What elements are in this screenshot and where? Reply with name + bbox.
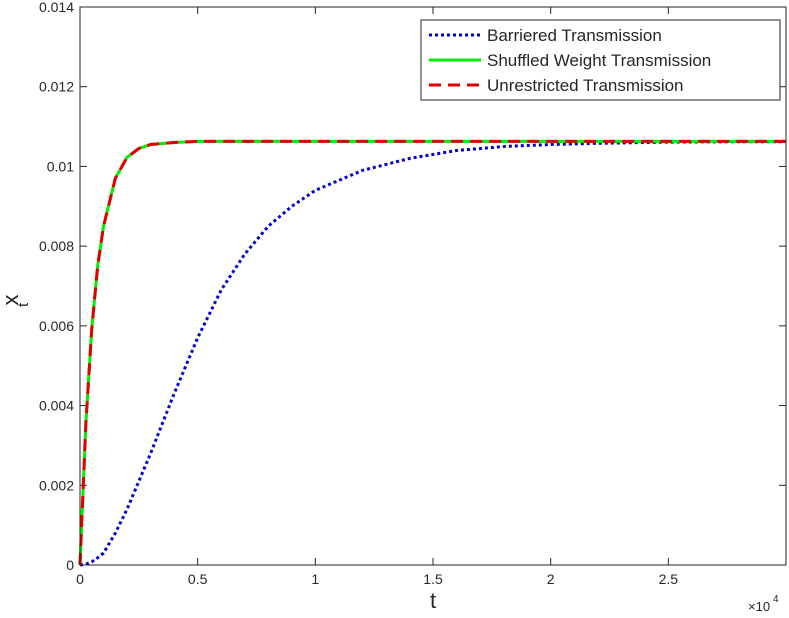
x-tick-label: 1.5: [423, 571, 443, 587]
y-tick-label: 0.01: [47, 158, 74, 174]
legend-label: Barriered Transmission: [487, 26, 662, 45]
y-axis-label-main: x: [0, 295, 23, 306]
x-tick-label: 0: [76, 571, 84, 587]
legend-label: Shuffled Weight Transmission: [487, 51, 711, 70]
y-tick-label: 0.014: [39, 0, 74, 15]
legend-label: Unrestricted Transmission: [487, 76, 684, 95]
y-axis-label-subscript: t: [15, 302, 32, 307]
x-axis-label: t: [430, 588, 436, 613]
y-tick-label: 0.006: [39, 318, 74, 334]
y-tick-label: 0.012: [39, 79, 74, 95]
plot-frame: [79, 6, 787, 566]
y-tick-label: 0.004: [39, 398, 74, 414]
x-offset-base: ×10: [748, 599, 770, 614]
x-tick-label: 0.5: [188, 571, 208, 587]
y-axis-label: x t: [0, 295, 32, 308]
x-tick-label: 2: [547, 571, 555, 587]
y-tick-label: 0.008: [39, 238, 74, 254]
x-tick-label: 1: [311, 571, 319, 587]
y-tick-label: 0: [66, 557, 74, 573]
series-line: [79, 140, 786, 567]
series-line: [78, 139, 786, 566]
x-offset-exponent: 4: [773, 594, 779, 605]
x-tick-label: 2.5: [659, 571, 679, 587]
y-tick-label: 0.002: [39, 477, 74, 493]
